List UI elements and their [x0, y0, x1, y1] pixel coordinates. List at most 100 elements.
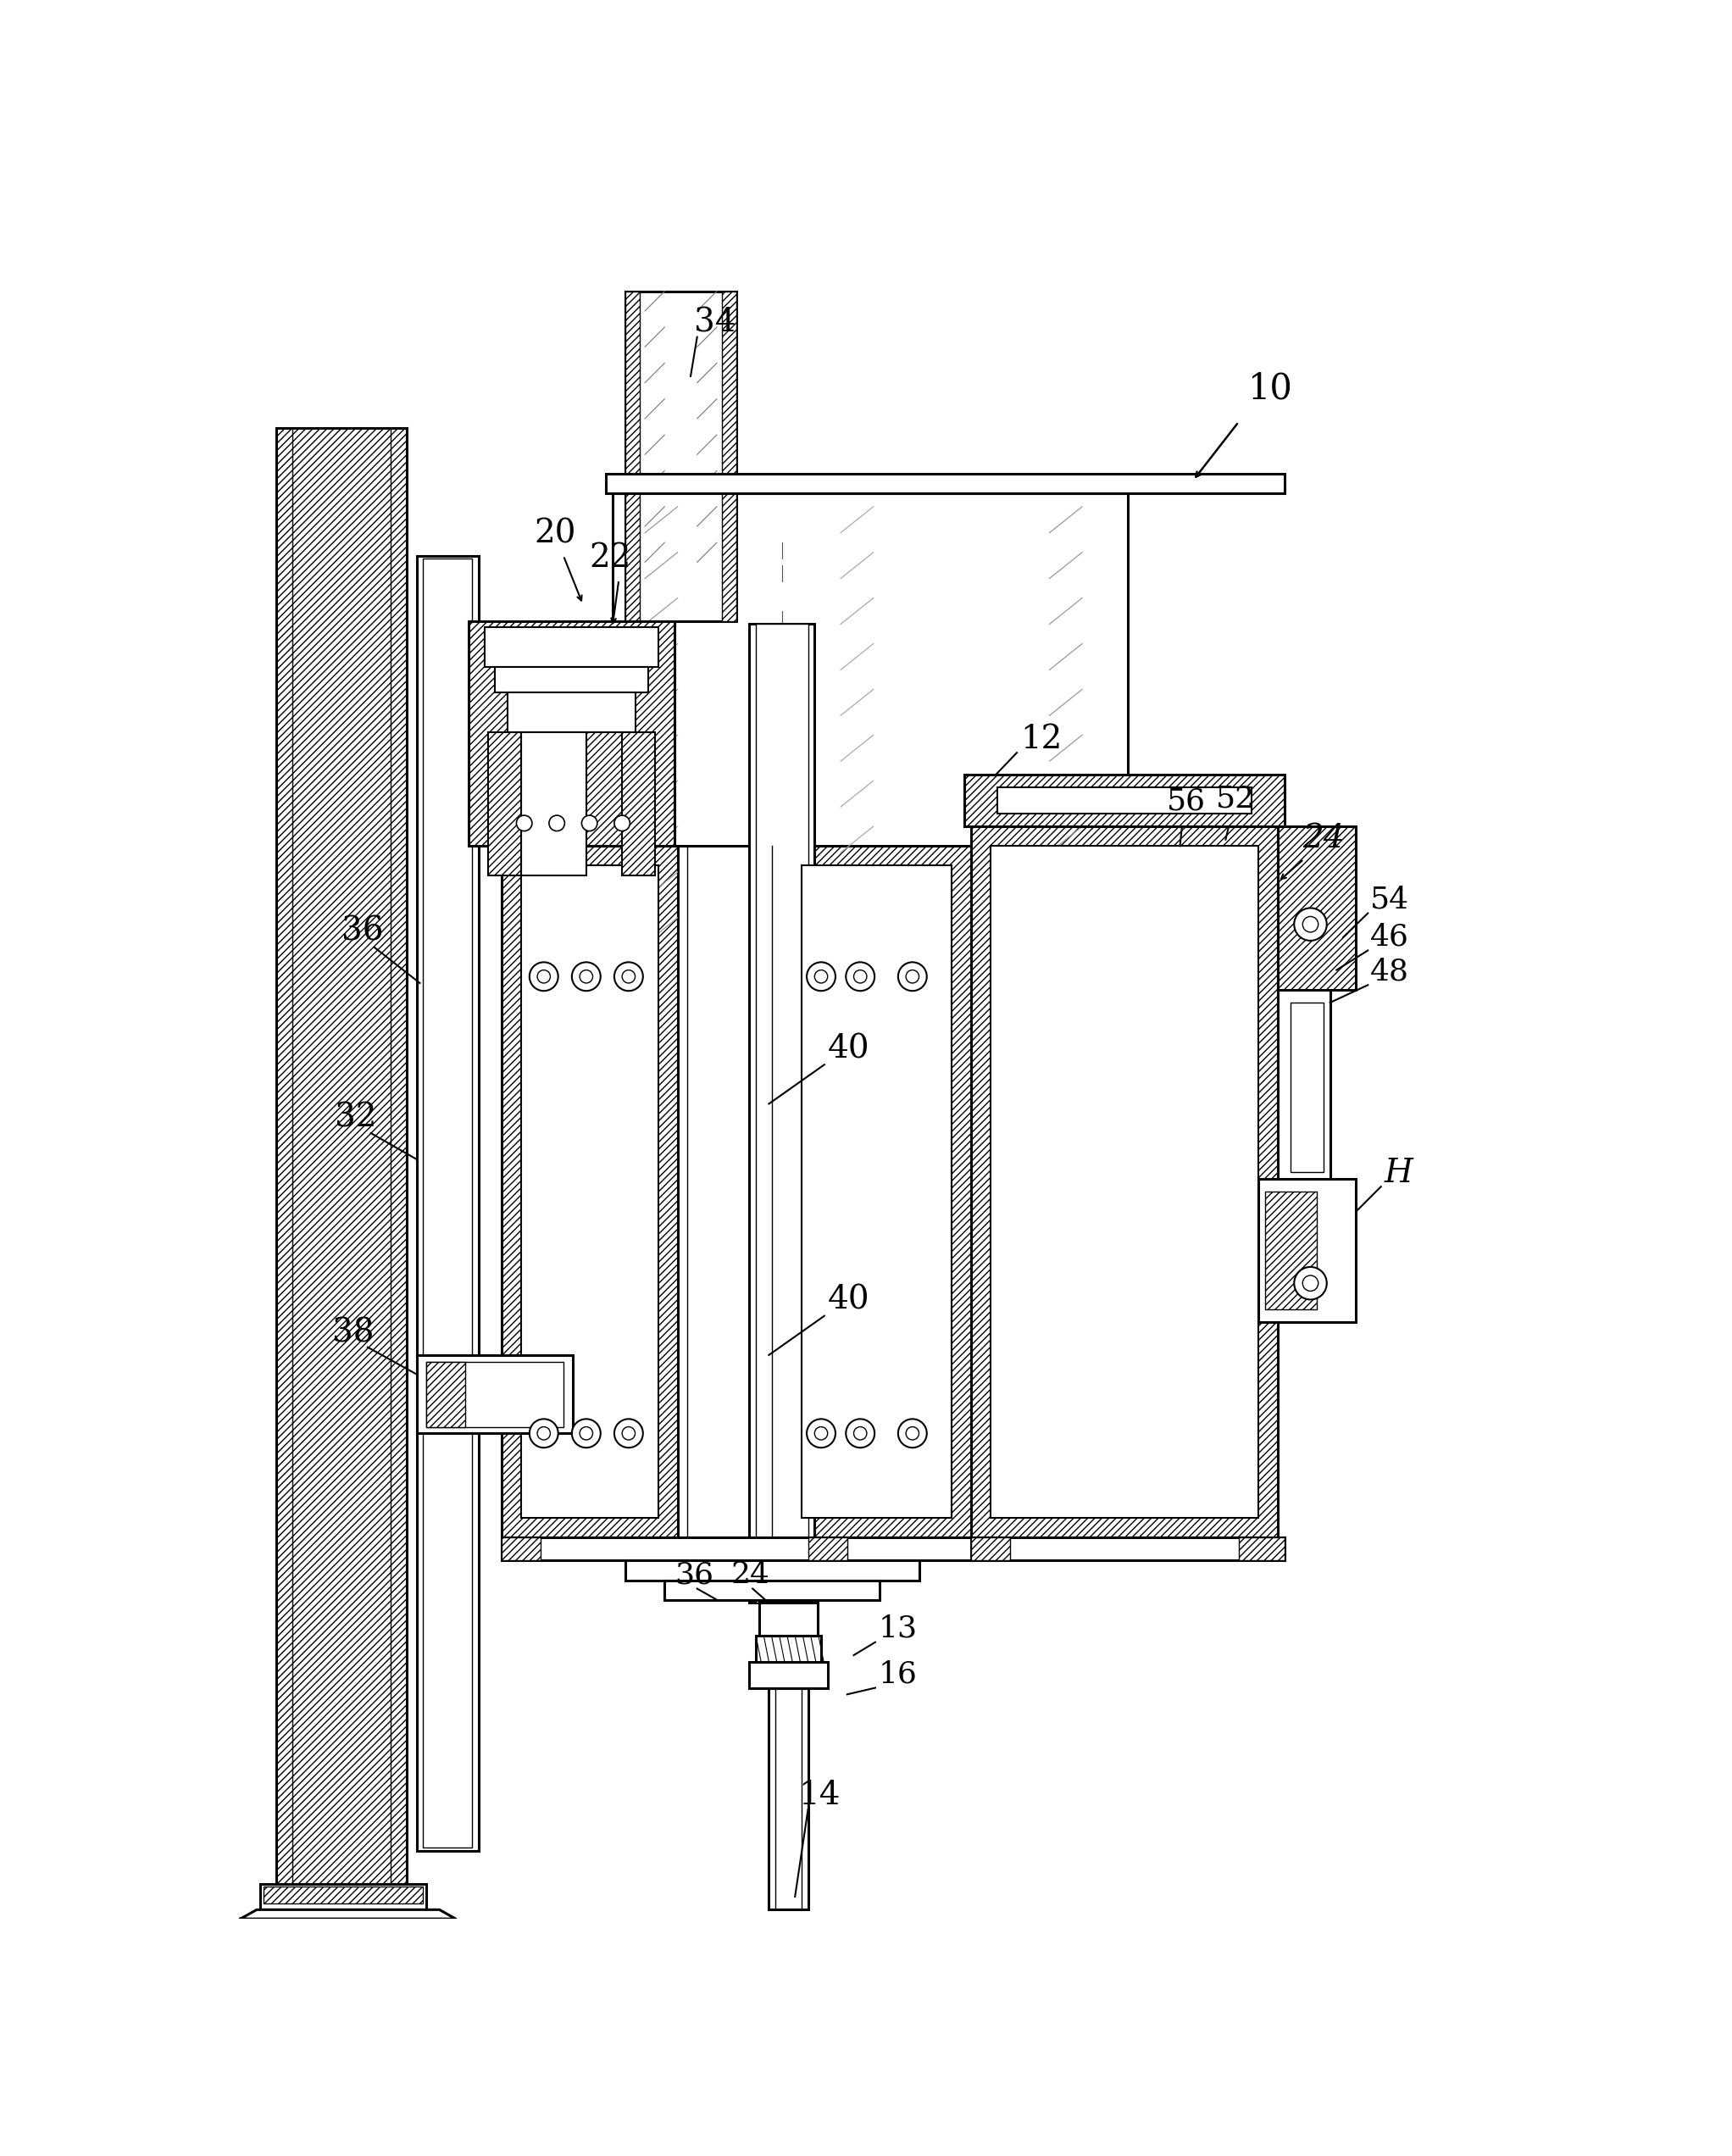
Bar [521, 731, 585, 875]
Bar [809, 1537, 847, 1561]
Bar [722, 291, 736, 621]
Text: H: H [1384, 1158, 1413, 1188]
Bar [665, 1580, 880, 1600]
Text: 38: 38 [333, 1317, 374, 1350]
Text: 52: 52 [1216, 785, 1256, 813]
Bar [606, 474, 1285, 494]
Bar [622, 731, 655, 875]
Circle shape [899, 1419, 927, 1447]
Bar [501, 1537, 540, 1561]
Text: 34: 34 [695, 306, 736, 338]
Bar [759, 1604, 818, 1636]
Bar [277, 429, 407, 1884]
Circle shape [854, 970, 866, 983]
Bar [1278, 990, 1330, 1186]
Text: 36: 36 [341, 916, 383, 946]
Bar [755, 1636, 821, 1662]
Circle shape [516, 815, 532, 830]
Bar [972, 826, 1278, 1537]
Circle shape [615, 815, 630, 830]
Bar [1264, 1192, 1316, 1309]
Circle shape [572, 962, 601, 992]
Bar [417, 556, 478, 1852]
Text: 54: 54 [1370, 886, 1410, 914]
Text: 14: 14 [798, 1779, 840, 1811]
Circle shape [854, 1427, 866, 1440]
Bar [485, 627, 658, 666]
Bar [625, 291, 736, 621]
Bar [521, 865, 658, 1518]
Text: 22: 22 [589, 541, 632, 573]
Bar [260, 1884, 426, 1910]
Circle shape [580, 1427, 592, 1440]
Text: 12: 12 [1020, 724, 1062, 755]
Bar [750, 623, 814, 1604]
Circle shape [814, 970, 828, 983]
Circle shape [572, 1419, 601, 1447]
Text: 24: 24 [1302, 824, 1344, 854]
Bar [750, 1662, 828, 1688]
Text: 40: 40 [828, 1033, 869, 1065]
Bar [1257, 1179, 1356, 1322]
Bar [469, 621, 674, 845]
Circle shape [530, 962, 558, 992]
Circle shape [814, 1427, 828, 1440]
Circle shape [899, 962, 927, 992]
Circle shape [906, 1427, 920, 1440]
Bar [495, 666, 648, 692]
Text: 36: 36 [674, 1561, 714, 1589]
Text: 48: 48 [1370, 957, 1410, 985]
Bar [417, 1354, 573, 1434]
Bar [769, 1688, 809, 1910]
Text: 24: 24 [731, 1561, 771, 1589]
Bar [501, 1537, 998, 1561]
Circle shape [807, 962, 835, 992]
Text: 56: 56 [1167, 787, 1205, 817]
Circle shape [615, 1419, 643, 1447]
Text: 32: 32 [334, 1102, 378, 1134]
Bar [998, 787, 1252, 813]
Text: 16: 16 [878, 1660, 918, 1688]
Bar [625, 291, 639, 621]
Text: 13: 13 [878, 1615, 918, 1643]
Bar [1278, 826, 1356, 990]
Text: 10: 10 [1249, 371, 1294, 407]
Circle shape [1294, 908, 1327, 940]
Bar [1290, 1003, 1323, 1173]
Circle shape [580, 970, 592, 983]
Bar [965, 774, 1285, 826]
Circle shape [1302, 1276, 1318, 1291]
Bar [613, 494, 1128, 1475]
Bar [972, 1537, 1285, 1561]
Text: 46: 46 [1370, 923, 1410, 951]
Bar [263, 1886, 423, 1904]
Bar [488, 731, 521, 875]
Circle shape [845, 962, 875, 992]
Circle shape [615, 962, 643, 992]
Circle shape [1294, 1268, 1327, 1300]
Circle shape [537, 1427, 551, 1440]
Text: 40: 40 [828, 1285, 869, 1315]
Bar [677, 845, 781, 1537]
Circle shape [622, 1427, 636, 1440]
Bar [507, 692, 636, 731]
Bar [1238, 1537, 1285, 1561]
Circle shape [906, 970, 920, 983]
Bar [625, 1561, 920, 1580]
Circle shape [537, 970, 551, 983]
Polygon shape [241, 1910, 456, 1919]
Circle shape [807, 1419, 835, 1447]
Circle shape [622, 970, 636, 983]
Bar [802, 865, 951, 1518]
Circle shape [549, 815, 565, 830]
Bar [972, 1537, 1010, 1561]
Bar [501, 845, 677, 1537]
Bar [426, 1363, 466, 1427]
Circle shape [582, 815, 598, 830]
Bar [423, 558, 473, 1848]
Circle shape [1302, 916, 1318, 931]
Bar [991, 845, 1257, 1518]
Bar [426, 1363, 563, 1427]
Circle shape [530, 1419, 558, 1447]
Bar [755, 623, 809, 1604]
